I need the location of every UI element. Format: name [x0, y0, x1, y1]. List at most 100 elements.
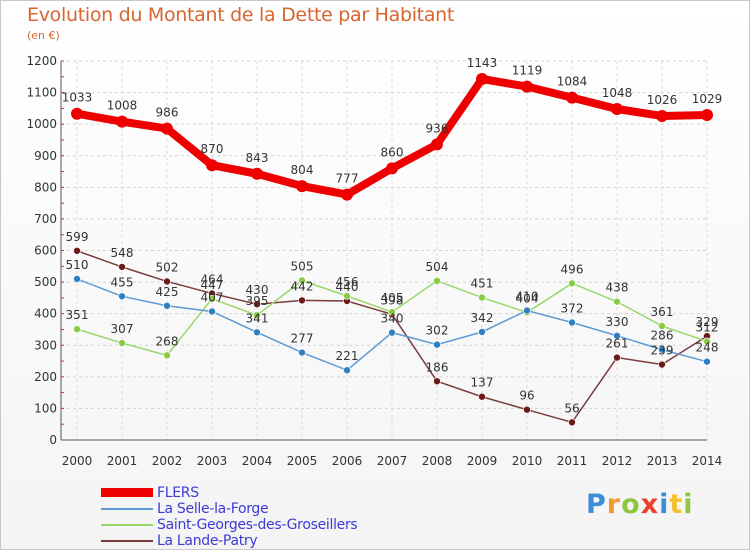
data-point-la-selle-la-forge	[613, 331, 621, 340]
data-point-flers	[476, 73, 488, 86]
data-point-la-lande-patry	[433, 377, 441, 386]
x-tick-label: 2005	[287, 454, 318, 468]
data-label-la-selle-la-forge: 455	[111, 275, 134, 289]
data-point-la-selle-la-forge	[478, 328, 486, 336]
data-label-la-lande-patry: 599	[66, 230, 89, 244]
data-label-la-lande-patry: 548	[111, 246, 134, 260]
y-tick-label: 700	[34, 212, 57, 226]
data-label-saint-georges-des-groseillers: 312	[696, 320, 719, 334]
data-point-la-selle-la-forge	[658, 345, 666, 354]
data-label-la-selle-la-forge: 341	[246, 311, 269, 325]
y-tick-label: 400	[34, 307, 57, 321]
y-tick-label: 1200	[26, 54, 57, 68]
logo-letter: i	[659, 489, 670, 520]
data-point-saint-georges-des-groseillers	[118, 339, 126, 347]
data-label-flers: 1029	[692, 92, 723, 106]
data-label-la-selle-la-forge: 372	[561, 302, 584, 316]
data-point-saint-georges-des-groseillers	[613, 297, 621, 306]
data-point-flers	[521, 80, 533, 93]
data-point-la-lande-patry	[163, 277, 171, 286]
data-label-la-lande-patry: 398	[381, 293, 404, 307]
legend-swatch-flers	[101, 488, 153, 497]
y-tick-label: 800	[34, 180, 57, 194]
legend-swatch-saint-georges	[101, 524, 153, 526]
data-point-la-selle-la-forge	[568, 318, 576, 327]
data-label-la-selle-la-forge: 330	[606, 315, 629, 329]
data-point-flers	[251, 167, 263, 180]
logo-letter: x	[640, 489, 660, 520]
data-point-flers	[701, 109, 713, 122]
data-point-flers	[116, 115, 128, 128]
chart-title: Evolution du Montant de la Dette par Hab…	[27, 4, 455, 26]
data-point-la-selle-la-forge	[163, 301, 171, 310]
data-label-flers: 1119	[512, 64, 543, 78]
y-tick-label: 1000	[26, 117, 57, 131]
data-label-la-lande-patry: 430	[246, 283, 269, 297]
data-label-la-selle-la-forge: 342	[471, 311, 494, 325]
data-label-saint-georges-des-groseillers: 505	[291, 260, 314, 274]
data-label-saint-georges-des-groseillers: 395	[246, 294, 269, 308]
data-label-flers: 777	[336, 172, 359, 186]
legend-label-la-selle-la-forge: La Selle-la-Forge	[157, 501, 269, 517]
data-label-flers: 870	[201, 142, 224, 156]
data-label-flers: 860	[381, 145, 404, 159]
data-label-flers: 986	[156, 106, 179, 120]
data-label-la-selle-la-forge: 277	[291, 332, 314, 346]
x-tick-label: 2011	[557, 454, 588, 468]
data-label-la-lande-patry: 329	[696, 315, 719, 329]
proxiti-logo: Proxiti	[586, 489, 694, 520]
data-label-la-selle-la-forge: 221	[336, 349, 359, 363]
data-label-flers: 1084	[557, 75, 588, 89]
data-label-saint-georges-des-groseillers: 438	[606, 281, 629, 295]
data-label-flers: 1048	[602, 86, 633, 100]
data-label-saint-georges-des-groseillers: 504	[426, 260, 449, 274]
data-label-saint-georges-des-groseillers: 404	[516, 291, 539, 305]
data-point-la-selle-la-forge	[343, 366, 351, 375]
y-tick-label: 200	[34, 370, 57, 384]
y-tick-label: 600	[34, 244, 57, 258]
data-label-la-lande-patry: 186	[426, 360, 449, 374]
data-label-flers: 1033	[62, 91, 93, 105]
data-label-saint-georges-des-groseillers: 456	[336, 275, 359, 289]
data-label-saint-georges-des-groseillers: 307	[111, 322, 134, 336]
x-tick-label: 2014	[692, 454, 723, 468]
data-point-saint-georges-des-groseillers	[208, 295, 216, 303]
data-point-saint-georges-des-groseillers	[253, 311, 261, 320]
data-point-la-lande-patry	[298, 296, 306, 305]
legend-label-flers: FLERS	[157, 485, 199, 501]
data-label-la-lande-patry: 440	[336, 280, 359, 294]
data-label-flers: 1008	[107, 99, 138, 113]
x-tick-label: 2004	[242, 454, 273, 468]
data-label-la-lande-patry: 96	[519, 389, 534, 403]
data-label-la-selle-la-forge: 425	[156, 285, 179, 299]
data-label-la-selle-la-forge: 407	[201, 290, 224, 304]
legend-swatch-la-lande-patry	[101, 540, 153, 542]
data-label-la-selle-la-forge: 302	[426, 324, 449, 338]
data-label-la-lande-patry: 261	[606, 337, 629, 351]
x-tick-label: 2002	[152, 454, 183, 468]
y-tick-label: 900	[34, 149, 57, 163]
y-tick-label: 500	[34, 275, 57, 289]
data-point-la-selle-la-forge	[118, 292, 126, 301]
x-tick-label: 2009	[467, 454, 498, 468]
data-label-flers: 1143	[467, 56, 498, 70]
data-label-saint-georges-des-groseillers: 405	[381, 291, 404, 305]
logo-letter: o	[621, 489, 641, 520]
data-point-la-lande-patry	[118, 263, 126, 271]
data-point-saint-georges-des-groseillers	[568, 279, 576, 288]
data-point-flers	[386, 162, 398, 175]
logo-letter: i	[683, 489, 694, 520]
data-label-saint-georges-des-groseillers: 451	[471, 277, 494, 291]
legend-label-la-lande-patry: La Lande-Patry	[157, 533, 258, 549]
chart-subtitle: (en €)	[27, 29, 60, 42]
data-label-flers: 1026	[647, 93, 678, 107]
data-point-flers	[206, 159, 218, 172]
data-point-la-lande-patry	[253, 300, 261, 308]
x-tick-label: 2001	[107, 454, 138, 468]
data-point-flers	[341, 188, 353, 201]
data-point-saint-georges-des-groseillers	[658, 322, 666, 330]
data-point-la-selle-la-forge	[433, 340, 441, 349]
x-tick-label: 2006	[332, 454, 363, 468]
data-label-la-lande-patry: 137	[471, 376, 494, 390]
